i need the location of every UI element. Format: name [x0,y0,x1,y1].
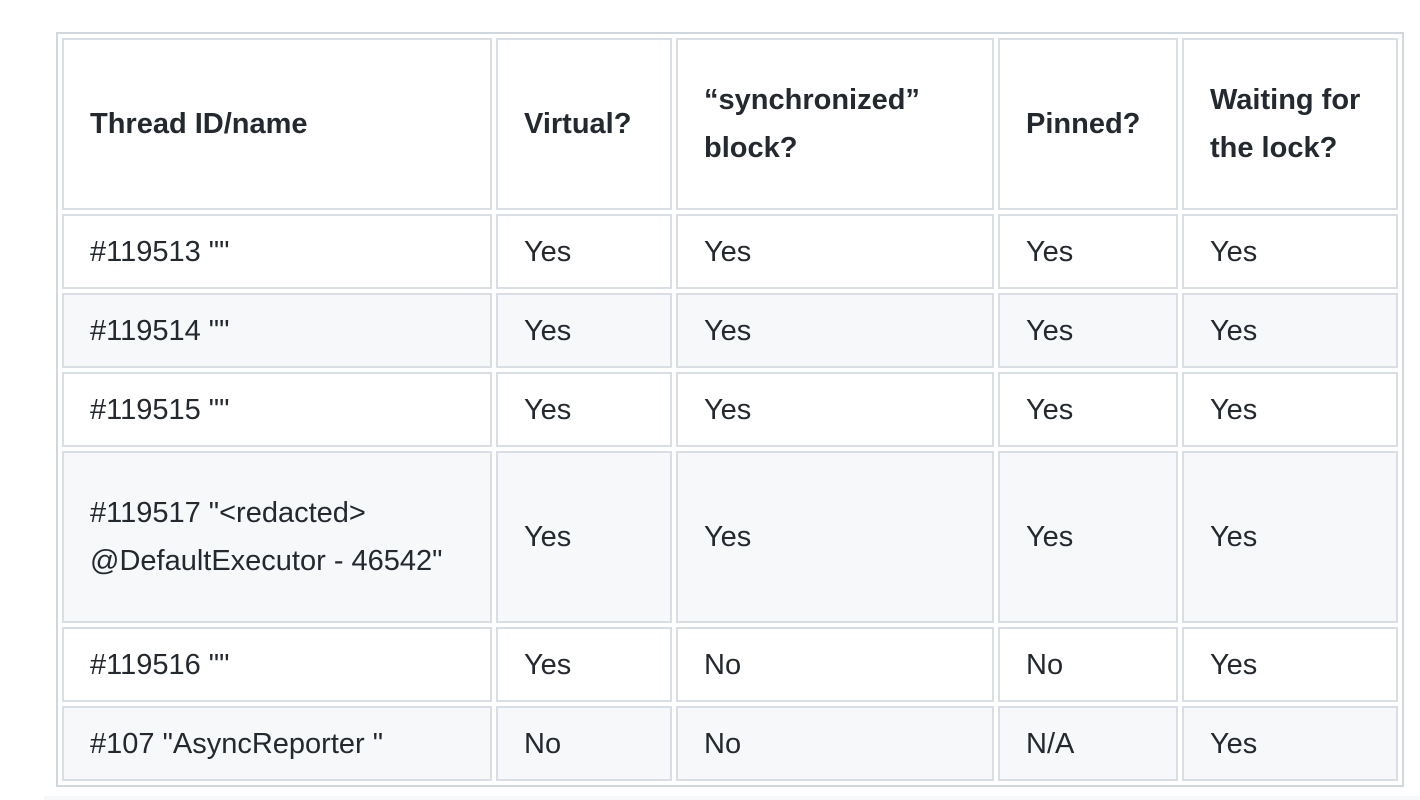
cell-pinned: Yes [998,451,1178,623]
cell-virtual: No [496,706,672,781]
header-synchronized-block: “synchronized” block? [676,38,994,210]
header-thread-id: Thread ID/name [62,38,492,210]
cell-synchronized: No [676,627,994,702]
cell-thread-id: #119516 "" [62,627,492,702]
table-row: #107 "AsyncReporter " No No N/A Yes [62,706,1398,781]
cell-thread-id: #119517 "<redacted> @DefaultExecutor - 4… [62,451,492,623]
cell-synchronized: Yes [676,293,994,368]
cell-pinned: Yes [998,214,1178,289]
cell-virtual: Yes [496,293,672,368]
table-header-row: Thread ID/name Virtual? “synchronized” b… [62,38,1398,210]
cell-pinned: Yes [998,372,1178,447]
cell-thread-id: #107 "AsyncReporter " [62,706,492,781]
cell-waiting: Yes [1182,372,1398,447]
cell-synchronized: Yes [676,451,994,623]
table-row: #119514 "" Yes Yes Yes Yes [62,293,1398,368]
cell-pinned: Yes [998,293,1178,368]
table-row: #119513 "" Yes Yes Yes Yes [62,214,1398,289]
cell-waiting: Yes [1182,627,1398,702]
cell-virtual: Yes [496,372,672,447]
header-virtual: Virtual? [496,38,672,210]
cell-pinned: No [998,627,1178,702]
header-pinned: Pinned? [998,38,1178,210]
thread-table-wrapper: Thread ID/name Virtual? “synchronized” b… [56,32,1404,787]
bottom-divider [44,796,1420,800]
thread-table: Thread ID/name Virtual? “synchronized” b… [56,32,1404,787]
cell-waiting: Yes [1182,214,1398,289]
cell-waiting: Yes [1182,293,1398,368]
cell-virtual: Yes [496,627,672,702]
cell-virtual: Yes [496,451,672,623]
cell-thread-id: #119513 "" [62,214,492,289]
cell-waiting: Yes [1182,706,1398,781]
cell-synchronized: Yes [676,214,994,289]
cell-pinned: N/A [998,706,1178,781]
cell-waiting: Yes [1182,451,1398,623]
header-waiting-for-lock: Waiting for the lock? [1182,38,1398,210]
table-row: #119516 "" Yes No No Yes [62,627,1398,702]
cell-thread-id: #119514 "" [62,293,492,368]
cell-synchronized: No [676,706,994,781]
cell-synchronized: Yes [676,372,994,447]
table-row: #119517 "<redacted> @DefaultExecutor - 4… [62,451,1398,623]
cell-thread-id: #119515 "" [62,372,492,447]
table-row: #119515 "" Yes Yes Yes Yes [62,372,1398,447]
cell-virtual: Yes [496,214,672,289]
